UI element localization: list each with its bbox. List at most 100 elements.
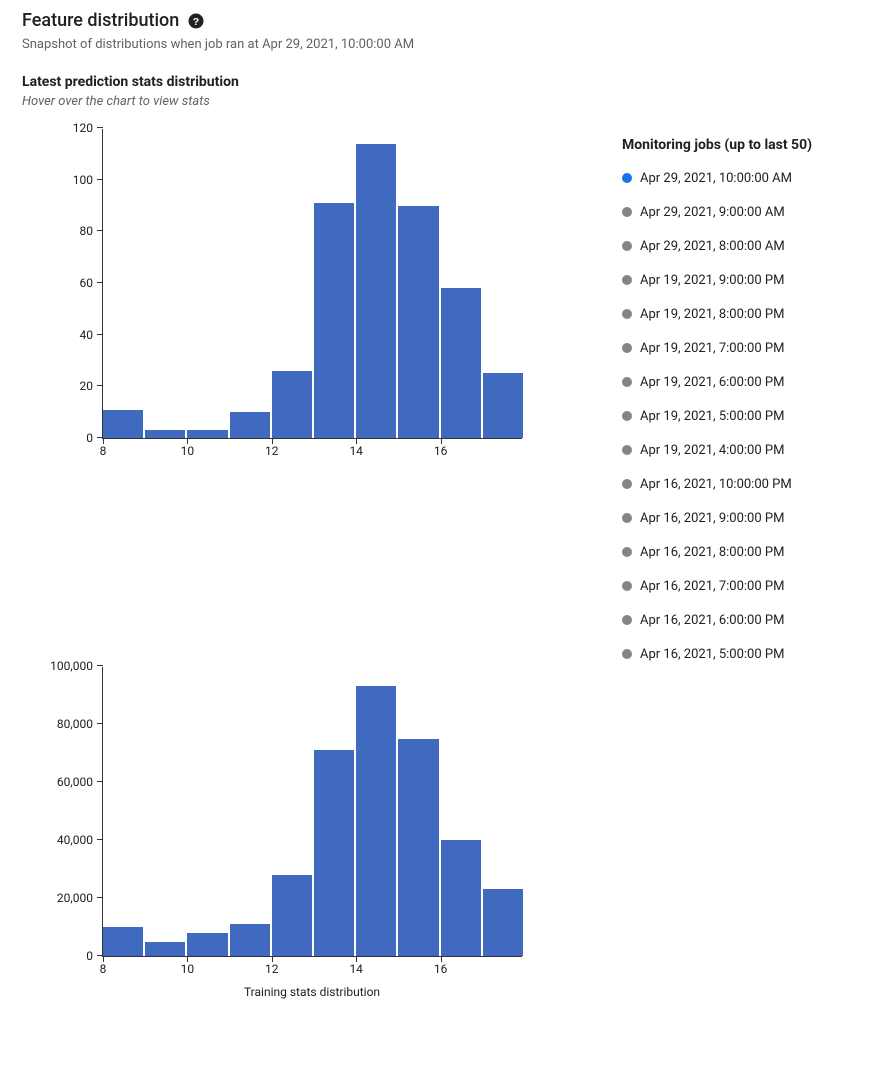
- monitoring-job-item[interactable]: Apr 19, 2021, 6:00:00 PM: [622, 365, 812, 399]
- histogram-bar: [483, 373, 523, 438]
- monitoring-job-item[interactable]: Apr 19, 2021, 9:00:00 PM: [622, 263, 812, 297]
- histogram-bar: [314, 203, 354, 438]
- histogram-bar: [441, 288, 481, 438]
- monitoring-job-label: Apr 19, 2021, 8:00:00 PM: [640, 307, 784, 322]
- status-dot-icon: [622, 513, 632, 523]
- x-axis-tick-mark: [187, 956, 188, 962]
- monitoring-job-label: Apr 29, 2021, 9:00:00 AM: [640, 205, 785, 220]
- monitoring-job-label: Apr 29, 2021, 8:00:00 AM: [640, 239, 785, 254]
- x-axis-tick-label: 14: [349, 444, 363, 458]
- histogram-bar: [103, 927, 143, 956]
- histogram-bar: [272, 371, 312, 438]
- x-axis-tick-mark: [356, 956, 357, 962]
- histogram-bar: [187, 430, 227, 438]
- y-axis-tick-mark: [97, 334, 103, 335]
- status-dot-icon: [622, 547, 632, 557]
- y-axis-tick-mark: [97, 282, 103, 283]
- monitoring-job-label: Apr 16, 2021, 8:00:00 PM: [640, 545, 784, 560]
- status-dot-icon: [622, 411, 632, 421]
- x-axis-tick-label: 16: [434, 444, 448, 458]
- x-axis-tick-mark: [272, 956, 273, 962]
- status-dot-icon: [622, 479, 632, 489]
- x-axis-tick-mark: [441, 956, 442, 962]
- monitoring-jobs-heading: Monitoring jobs (up to last 50): [622, 137, 812, 153]
- y-axis-tick-label: 80,000: [57, 717, 93, 731]
- histogram-bar: [145, 430, 185, 438]
- y-axis-tick-mark: [97, 385, 103, 386]
- monitoring-job-label: Apr 19, 2021, 6:00:00 PM: [640, 375, 784, 390]
- monitoring-job-label: Apr 16, 2021, 5:00:00 PM: [640, 647, 784, 662]
- x-axis-tick-mark: [272, 438, 273, 444]
- monitoring-job-item[interactable]: Apr 19, 2021, 7:00:00 PM: [622, 331, 812, 365]
- y-axis-tick-mark: [97, 839, 103, 840]
- monitoring-job-item[interactable]: Apr 16, 2021, 7:00:00 PM: [622, 569, 812, 603]
- monitoring-job-item[interactable]: Apr 16, 2021, 9:00:00 PM: [622, 501, 812, 535]
- x-axis-tick-label: 10: [181, 962, 195, 976]
- training-stats-chart[interactable]: 020,00040,00060,00080,000100,00081012141…: [22, 667, 562, 999]
- x-axis-tick-label: 16: [434, 962, 448, 976]
- histogram-bar: [398, 739, 438, 957]
- y-axis-tick-label: 80: [80, 224, 94, 238]
- monitoring-job-label: Apr 16, 2021, 6:00:00 PM: [640, 613, 784, 628]
- status-dot-icon: [622, 581, 632, 591]
- y-axis-tick-mark: [97, 723, 103, 724]
- y-axis-tick-label: 40,000: [57, 833, 93, 847]
- monitoring-job-item[interactable]: Apr 19, 2021, 8:00:00 PM: [622, 297, 812, 331]
- y-axis-tick-mark: [97, 127, 103, 128]
- status-dot-icon: [622, 275, 632, 285]
- hover-hint: Hover over the chart to view stats: [22, 94, 874, 109]
- x-axis-tick-mark: [356, 438, 357, 444]
- status-dot-icon: [622, 309, 632, 319]
- status-dot-icon: [622, 615, 632, 625]
- x-axis-tick-mark: [187, 438, 188, 444]
- histogram-bar: [441, 840, 481, 956]
- monitoring-job-label: Apr 16, 2021, 9:00:00 PM: [640, 511, 784, 526]
- status-dot-icon: [622, 173, 632, 183]
- histogram-bar: [230, 924, 270, 956]
- x-axis-tick-mark: [103, 956, 104, 962]
- status-dot-icon: [622, 377, 632, 387]
- y-axis-tick-label: 40: [80, 328, 94, 342]
- x-axis-tick-label: 12: [265, 962, 279, 976]
- histogram-bar: [103, 410, 143, 438]
- monitoring-job-item[interactable]: Apr 19, 2021, 5:00:00 PM: [622, 399, 812, 433]
- page-title: Feature distribution: [22, 10, 179, 31]
- status-dot-icon: [622, 241, 632, 251]
- y-axis-tick-label: 0: [86, 949, 93, 963]
- x-axis-tick-label: 8: [100, 444, 107, 458]
- snapshot-subtitle: Snapshot of distributions when job ran a…: [22, 37, 874, 52]
- monitoring-job-item[interactable]: Apr 29, 2021, 10:00:00 AM: [622, 161, 812, 195]
- monitoring-job-item[interactable]: Apr 19, 2021, 4:00:00 PM: [622, 433, 812, 467]
- monitoring-job-label: Apr 29, 2021, 10:00:00 AM: [640, 171, 792, 186]
- y-axis-tick-mark: [97, 781, 103, 782]
- y-axis-tick-label: 100,000: [50, 659, 93, 673]
- section-title: Latest prediction stats distribution: [22, 74, 874, 90]
- monitoring-job-item[interactable]: Apr 29, 2021, 8:00:00 AM: [622, 229, 812, 263]
- monitoring-job-item[interactable]: Apr 16, 2021, 8:00:00 PM: [622, 535, 812, 569]
- y-axis-tick-label: 20,000: [57, 891, 93, 905]
- histogram-bar: [230, 412, 270, 438]
- prediction-stats-chart[interactable]: 020406080100120810121416: [22, 129, 562, 439]
- help-icon[interactable]: ?: [187, 12, 205, 30]
- monitoring-job-label: Apr 19, 2021, 7:00:00 PM: [640, 341, 784, 356]
- monitoring-jobs-panel: Monitoring jobs (up to last 50) Apr 29, …: [622, 137, 812, 671]
- status-dot-icon: [622, 207, 632, 217]
- x-axis-tick-label: 14: [349, 962, 363, 976]
- monitoring-job-item[interactable]: Apr 29, 2021, 9:00:00 AM: [622, 195, 812, 229]
- y-axis-tick-label: 60: [80, 276, 94, 290]
- y-axis-tick-label: 120: [73, 121, 93, 135]
- chart-bottom-x-title: Training stats distribution: [102, 985, 522, 999]
- y-axis-tick-mark: [97, 179, 103, 180]
- histogram-bar: [145, 942, 185, 957]
- x-axis-tick-label: 8: [100, 962, 107, 976]
- y-axis-tick-label: 100: [73, 173, 93, 187]
- monitoring-job-item[interactable]: Apr 16, 2021, 6:00:00 PM: [622, 603, 812, 637]
- y-axis-tick-mark: [97, 230, 103, 231]
- monitoring-job-item[interactable]: Apr 16, 2021, 5:00:00 PM: [622, 637, 812, 671]
- status-dot-icon: [622, 343, 632, 353]
- monitoring-job-label: Apr 19, 2021, 4:00:00 PM: [640, 443, 784, 458]
- monitoring-job-label: Apr 19, 2021, 9:00:00 PM: [640, 273, 784, 288]
- monitoring-job-item[interactable]: Apr 16, 2021, 10:00:00 PM: [622, 467, 812, 501]
- y-axis-tick-label: 20: [80, 379, 94, 393]
- y-axis-tick-mark: [97, 897, 103, 898]
